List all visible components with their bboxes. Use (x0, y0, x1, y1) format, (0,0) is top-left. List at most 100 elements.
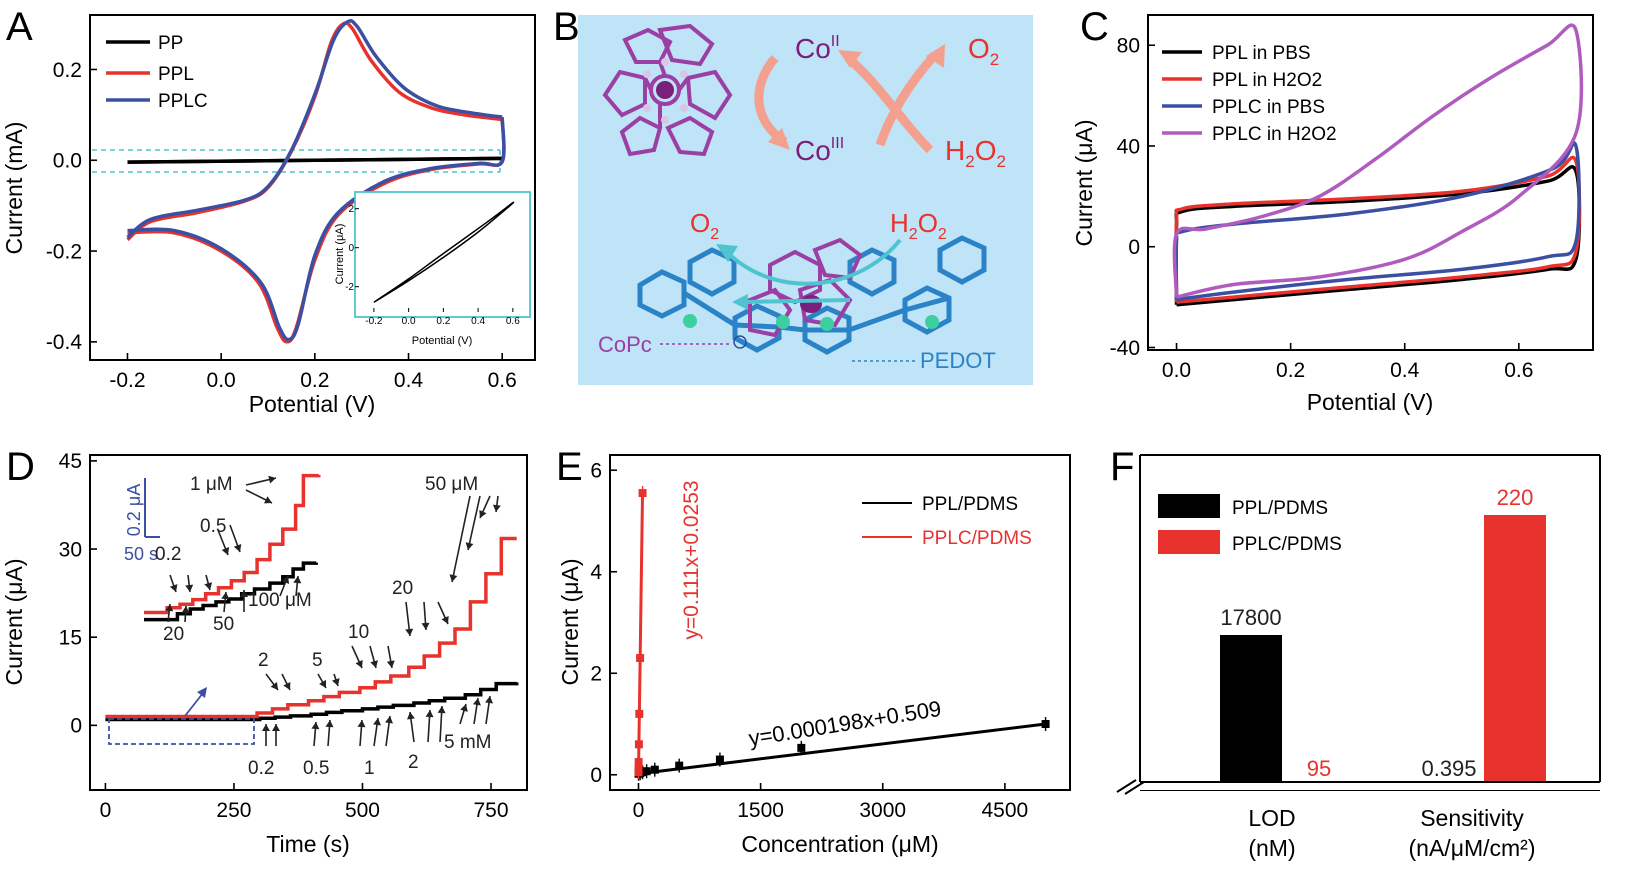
annotation-label-2: 0.2 (155, 544, 181, 565)
pedot-ring-7 (937, 235, 987, 285)
s-atom-2 (776, 315, 790, 329)
chart-d-ytick-label-3: 45 (59, 450, 82, 473)
arrow-h2o2-to-co2 (845, 54, 934, 154)
annotation-arrowhead-20 (405, 628, 414, 636)
pedot-ring-1 (637, 269, 687, 319)
annotation-arrowhead-16 (332, 678, 340, 686)
legend-label-pplc-h2o2: PPLC in H2O2 (1212, 124, 1337, 145)
category-sensitivity-line2: (nA/μM/cm²) (1409, 835, 1536, 861)
cyan-arrow-curve-head (716, 244, 738, 262)
inset-ytick-label-2: 2 (348, 204, 354, 215)
annotation-arrowhead-7 (165, 604, 174, 612)
annotation-label-15: 5 mM (444, 732, 492, 753)
chart-e-ylabel: Current (μA) (557, 559, 583, 686)
chart-c-xlabel: Potential (V) (1307, 389, 1434, 415)
fit-line-pplc (636, 490, 645, 774)
fit-line-ppl (638, 722, 1046, 776)
chart-d-annotations: 1 μM 0.5 0.2 20 50 100 μM 2 5 10 20 50 μM 0.2 0.5 1 2 5… (155, 474, 501, 779)
equation-pplc: y=0.111x+0.0253 (680, 480, 703, 639)
annotation-label-1: 0.5 (200, 516, 226, 537)
chart-c-xtick-label-3: 0.6 (1504, 359, 1533, 382)
chart-e-xlabel: Concentration (μM) (741, 831, 938, 857)
legend-label-ppl: PPL (158, 64, 194, 85)
inset-d-pplc (144, 473, 321, 615)
annotation-arrowhead-8 (181, 606, 190, 614)
annotation-arrowhead-30 (325, 720, 334, 728)
chart-a-inset: -0.2 0.0 0.2 0.4 0.6 -2 0 2 Potential (V) Curre… (334, 191, 531, 347)
chart-d-xtick-label-0: 0 (100, 799, 112, 822)
chart-a-inset-ylabel: Current (μA) (334, 224, 346, 285)
category-lod-line1: LOD (1248, 805, 1295, 831)
panel-label-a: A (6, 5, 33, 49)
category-lod-line2: (nM) (1248, 835, 1295, 861)
chart-e-frame (609, 454, 1071, 791)
chart-d-ytick-label-1: 15 (59, 627, 82, 650)
s-atom-4 (925, 315, 939, 329)
panel-label-d: D (6, 445, 35, 489)
arrow-co3-to-o2-head (926, 44, 945, 68)
annotation-label-12: 0.5 (303, 758, 329, 779)
annotation-arrowhead-18 (370, 660, 378, 668)
annotation-arrowhead-31 (357, 720, 366, 728)
annotation-arrow-23 (451, 495, 471, 583)
label-co-ii: CoII (795, 33, 840, 64)
chart-c-xtick-label-1: 0.2 (1276, 359, 1305, 382)
chart-c-ytick-label-1: 0 (1128, 236, 1140, 259)
chart-a-ylabel: Current (mA) (1, 122, 27, 255)
chart-c-ytick-label-2: 40 (1117, 135, 1140, 158)
chart-e-ytick-label-0: 0 (590, 764, 602, 787)
chart-a-ytick-label-3: 0.2 (53, 59, 82, 82)
chart-a: -0.2 0.0 0.2 0.4 0.6 -0.4 -0.2 0.0 0.2 Potential… (1, 14, 536, 417)
chart-d-ytick-label-0: 0 (70, 715, 82, 738)
series-c-1 (1174, 155, 1582, 304)
bar-label-0-0: 17800 (1220, 605, 1281, 630)
annotation-arrowhead-15 (319, 679, 326, 688)
chart-c: 0.0 0.2 0.4 0.6 -40 0 40 80 Potential (V) Curre… (1071, 14, 1594, 415)
annotation-arrowhead-29 (311, 722, 320, 730)
inset-xtick-label-1: 0.0 (402, 316, 416, 327)
arrow-h2o2-to-co2-head (838, 50, 862, 68)
inset-xtick-label-4: 0.6 (506, 316, 520, 327)
chart-d-frame (89, 454, 528, 791)
scale-bar-y-label: 0.2 μA (124, 484, 144, 536)
bar-label-1-0: 95 (1307, 756, 1331, 781)
annotation-arrowhead-6 (204, 582, 213, 590)
chart-d-xlabel: Time (s) (266, 831, 349, 857)
chart-e: 0 1500 3000 4500 0 2 4 6 Concentration (μM) Cur… (557, 454, 1071, 857)
annotation-label-13: 1 (364, 758, 375, 779)
chart-a-legend: PP PPL PPLC (106, 33, 208, 112)
annotation-arrowhead-22 (441, 616, 449, 624)
label-o2-top: O2 (968, 33, 999, 69)
annotation-arrowhead-33 (385, 716, 393, 724)
series-c-3 (1172, 23, 1584, 299)
cyan-arrow-straight-head (732, 294, 748, 310)
annotation-arrowhead-5 (185, 584, 194, 592)
copc-leader-marker (733, 335, 747, 349)
bar-label-1-1: 220 (1497, 485, 1534, 510)
annotation-arrowhead-23 (449, 574, 458, 582)
annotation-arrowhead-24 (465, 542, 474, 550)
chart-c-legend: PPL in PBS PPL in H2O2 PPLC in PBS PPLC … (1162, 43, 1337, 145)
chart-c-series (1172, 23, 1584, 307)
cyan-arrow-curve (728, 238, 902, 286)
equation-ppl: y=0.000198x+0.509 (747, 696, 943, 751)
legend-label-ppl-pdms-f: PPL/PDMS (1232, 498, 1328, 519)
panel-label-b: B (553, 5, 580, 49)
legend-label-ppl-pbs: PPL in PBS (1212, 43, 1311, 64)
chart-a-xtick-label-1: 0.0 (207, 369, 236, 392)
axis-break-mark-2 (1124, 781, 1145, 795)
chart-a-inset-xlabel: Potential (V) (412, 335, 473, 347)
annotation-arrowhead-12 (293, 576, 302, 584)
annotation-arrowhead-1 (264, 496, 272, 504)
chart-a-ytick-label-2: 0.0 (53, 150, 82, 173)
cobalt-center-icon (800, 295, 822, 313)
chart-a-frame (89, 14, 536, 361)
legend-label-ppl-pdms-e: PPL/PDMS (922, 494, 1018, 515)
annotation-arrowhead-4 (169, 584, 178, 592)
copc-stacked-ring-4 (812, 237, 863, 281)
legend-label-ppl-h2o2: PPL in H2O2 (1212, 70, 1322, 91)
legend-label-pp: PP (158, 33, 183, 54)
